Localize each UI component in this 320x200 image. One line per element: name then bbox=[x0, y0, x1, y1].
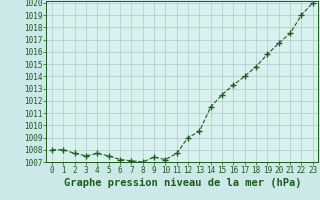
X-axis label: Graphe pression niveau de la mer (hPa): Graphe pression niveau de la mer (hPa) bbox=[64, 178, 301, 188]
